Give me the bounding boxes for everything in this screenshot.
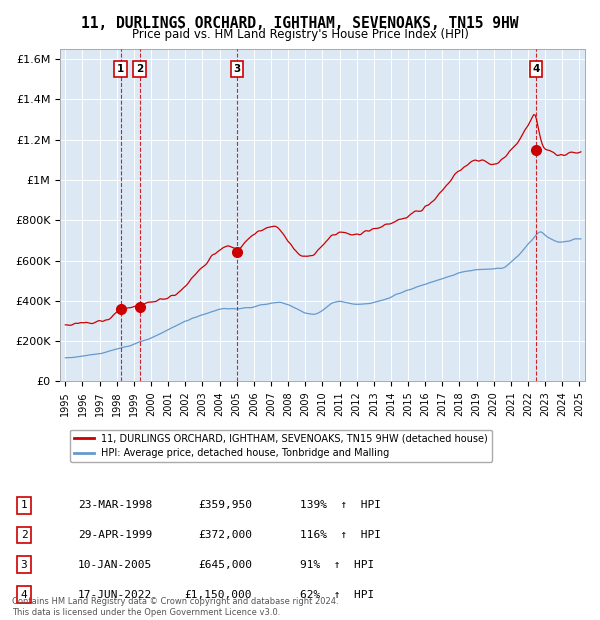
Text: 4: 4 <box>20 590 28 600</box>
Text: 91%  ↑  HPI: 91% ↑ HPI <box>300 560 374 570</box>
Text: 4: 4 <box>532 64 539 74</box>
Text: 116%  ↑  HPI: 116% ↑ HPI <box>300 530 381 540</box>
Legend: 11, DURLINGS ORCHARD, IGHTHAM, SEVENOAKS, TN15 9HW (detached house), HPI: Averag: 11, DURLINGS ORCHARD, IGHTHAM, SEVENOAKS… <box>70 430 492 462</box>
Text: 2: 2 <box>136 64 143 74</box>
Text: Contains HM Land Registry data © Crown copyright and database right 2024.
This d: Contains HM Land Registry data © Crown c… <box>12 598 338 617</box>
Text: 29-APR-1999: 29-APR-1999 <box>78 530 152 540</box>
Text: £1,150,000: £1,150,000 <box>185 590 252 600</box>
Text: 3: 3 <box>233 64 241 74</box>
Text: 2: 2 <box>20 530 28 540</box>
Text: 62%  ↑  HPI: 62% ↑ HPI <box>300 590 374 600</box>
Text: Price paid vs. HM Land Registry's House Price Index (HPI): Price paid vs. HM Land Registry's House … <box>131 28 469 41</box>
Text: 23-MAR-1998: 23-MAR-1998 <box>78 500 152 510</box>
Text: 1: 1 <box>20 500 28 510</box>
Text: £359,950: £359,950 <box>198 500 252 510</box>
Text: 17-JUN-2022: 17-JUN-2022 <box>78 590 152 600</box>
Text: 10-JAN-2005: 10-JAN-2005 <box>78 560 152 570</box>
Text: 1: 1 <box>117 64 124 74</box>
Text: £372,000: £372,000 <box>198 530 252 540</box>
Text: £645,000: £645,000 <box>198 560 252 570</box>
Text: 11, DURLINGS ORCHARD, IGHTHAM, SEVENOAKS, TN15 9HW: 11, DURLINGS ORCHARD, IGHTHAM, SEVENOAKS… <box>81 16 519 30</box>
Text: 139%  ↑  HPI: 139% ↑ HPI <box>300 500 381 510</box>
Text: 3: 3 <box>20 560 28 570</box>
